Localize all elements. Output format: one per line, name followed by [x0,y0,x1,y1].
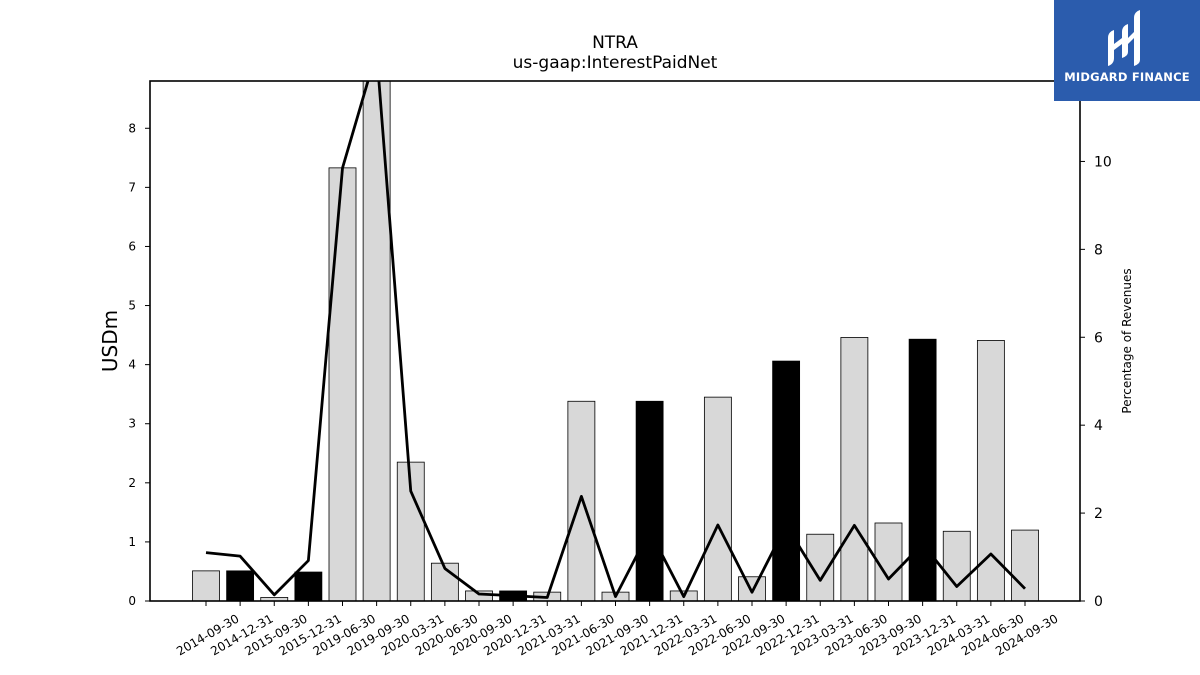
bar-2023-09-30 [874,522,903,602]
bar-2024-06-30 [976,340,1005,602]
y-axis-ticks: 0 1 2 3 4 5 6 7 8 [128,121,150,608]
bar-2024-03-31 [942,530,971,602]
bar-2024-09-30 [1011,529,1039,602]
bar-2022-09-30 [738,576,766,602]
y-tick-label: 7 [128,180,136,194]
logo-mark-icon [1108,10,1140,66]
chart-title: NTRA [592,33,638,53]
bar-2022-12-31 [772,360,801,602]
x-axis-ticks: 2014-09-302014-12-312015-09-302015-12-31… [174,601,1061,658]
y2-tick-label: 4 [1094,418,1103,434]
bars-group [192,80,1039,602]
y-tick-label: 2 [128,476,136,490]
y-tick-label: 0 [128,594,136,608]
bar-2023-06-30 [840,337,869,602]
y-tick-label: 6 [128,239,136,253]
y2-axis-ticks: 0 2 4 6 8 10 [1080,154,1112,610]
y-tick-label: 1 [128,535,136,549]
y2-tick-label: 0 [1094,594,1103,610]
bar-2023-12-31 [908,338,937,602]
chart-subtitle: us-gaap:InterestPaidNet [513,53,718,73]
y2-tick-label: 10 [1094,154,1112,170]
y2-tick-label: 6 [1094,330,1103,346]
bar-2019-06-30 [328,167,357,602]
logo-text: MIDGARD FINANCE [1064,70,1190,84]
bar-2022-06-30 [703,396,732,602]
revenue-percentage-line [205,81,1026,599]
bar-2021-06-30 [567,400,596,602]
midgard-finance-logo: MIDGARD FINANCE [1054,0,1200,101]
y-tick-label: 3 [128,417,136,431]
bar-2014-12-31 [226,570,255,602]
y2-axis-label: Percentage of Revenues [1120,268,1134,413]
y-tick-label: 4 [128,358,136,372]
y-tick-label: 8 [128,121,136,135]
bar-2014-09-30 [192,570,220,602]
y2-tick-label: 8 [1094,242,1103,258]
bar-2021-12-31 [635,400,664,602]
line-group [205,81,1026,599]
y-tick-label: 5 [128,299,136,313]
y2-tick-label: 2 [1094,506,1103,522]
y-axis-label: USDm [98,310,122,372]
plot-frame [149,80,1081,602]
bar-2015-12-31 [294,571,323,602]
